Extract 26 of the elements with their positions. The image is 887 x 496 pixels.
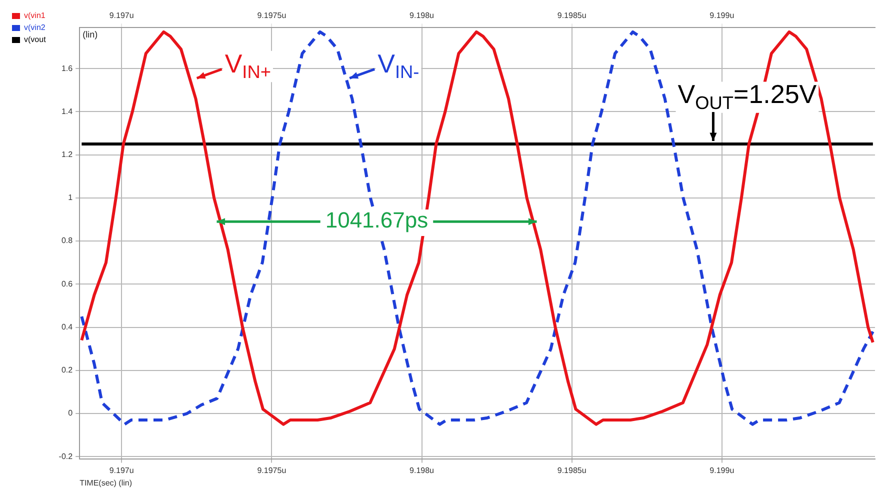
x-tick-label: 9.1985u [557, 466, 586, 475]
y-tick-label: 1.4 [61, 106, 74, 116]
x2-tick-label: 9.199u [710, 11, 734, 20]
legend-label: v(vout [24, 35, 47, 44]
x2-tick-label: 9.198u [410, 11, 434, 20]
x2-tick-label: 9.197u [109, 11, 134, 20]
x-tick-label: 9.199u [710, 466, 734, 475]
y-tick-label: -0.2 [58, 452, 74, 461]
legend-label: v(vin1 [24, 11, 46, 20]
x-axis-title: TIME(sec) (lin) [80, 478, 132, 488]
x-tick-label: 9.1975u [257, 466, 286, 475]
x2-tick-label: 9.1985u [557, 11, 586, 20]
y-tick-label: 0.2 [61, 366, 74, 375]
annotation: 1041.67ps [325, 208, 428, 233]
x-tick-label: 9.197u [109, 466, 134, 475]
y-tick-label: 0.8 [61, 236, 74, 246]
x2-tick-label: 9.1975u [257, 11, 286, 20]
x-tick-label: 9.198u [410, 466, 434, 475]
legend-label: v(vin2 [24, 23, 46, 32]
y-tick-label: 1.6 [61, 64, 74, 73]
y-tick-label: 1.2 [61, 150, 74, 160]
y-axis-title: (lin) [82, 30, 98, 40]
y-tick-label: 1 [68, 193, 74, 202]
y-tick-label: 0.4 [61, 322, 74, 332]
y-tick-label: 0.6 [61, 279, 74, 288]
y-tick-label: 0 [68, 408, 74, 418]
